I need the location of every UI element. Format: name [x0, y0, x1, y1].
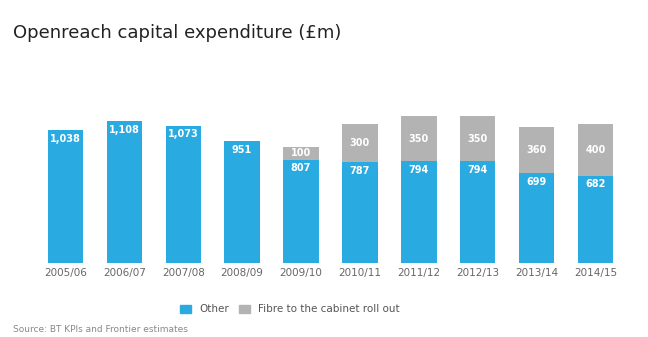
Bar	[401, 161, 437, 263]
Text: 350: 350	[468, 134, 488, 144]
Bar	[283, 147, 319, 160]
Bar	[401, 117, 437, 161]
Bar	[342, 124, 378, 162]
Text: 807: 807	[291, 163, 311, 174]
Bar	[578, 124, 613, 176]
Text: Openreach capital expenditure (£m): Openreach capital expenditure (£m)	[13, 24, 341, 41]
Text: 787: 787	[350, 166, 370, 176]
Text: 951: 951	[232, 145, 252, 155]
Bar	[578, 176, 613, 263]
Text: 100: 100	[291, 148, 311, 158]
Text: 794: 794	[409, 165, 429, 175]
Text: 400: 400	[585, 145, 606, 155]
Text: 682: 682	[585, 179, 606, 189]
Bar	[519, 174, 554, 263]
Text: 300: 300	[350, 138, 370, 148]
Text: 350: 350	[409, 134, 429, 144]
Text: 360: 360	[527, 145, 547, 155]
Bar	[283, 160, 319, 263]
Text: 699: 699	[527, 177, 547, 187]
Bar	[48, 130, 83, 263]
Text: 1,038: 1,038	[50, 134, 81, 144]
Legend: Other, Fibre to the cabinet roll out: Other, Fibre to the cabinet roll out	[180, 304, 399, 314]
Text: 1,073: 1,073	[168, 129, 198, 140]
Bar	[460, 161, 496, 263]
Bar	[107, 121, 142, 263]
Bar	[460, 117, 496, 161]
Bar	[165, 126, 201, 263]
Text: 794: 794	[468, 165, 488, 175]
Bar	[224, 141, 260, 263]
Text: 1,108: 1,108	[109, 125, 140, 135]
Bar	[342, 162, 378, 263]
Bar	[519, 127, 554, 174]
Text: Source: BT KPIs and Frontier estimates: Source: BT KPIs and Frontier estimates	[13, 325, 188, 334]
